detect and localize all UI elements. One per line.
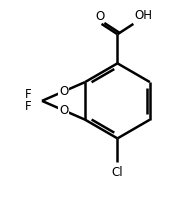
Text: OH: OH	[134, 9, 152, 22]
Text: O: O	[59, 85, 68, 98]
Text: F: F	[25, 88, 32, 101]
Text: O: O	[59, 104, 68, 117]
Text: F: F	[25, 100, 32, 113]
Text: O: O	[95, 10, 104, 23]
Text: Cl: Cl	[112, 166, 123, 179]
